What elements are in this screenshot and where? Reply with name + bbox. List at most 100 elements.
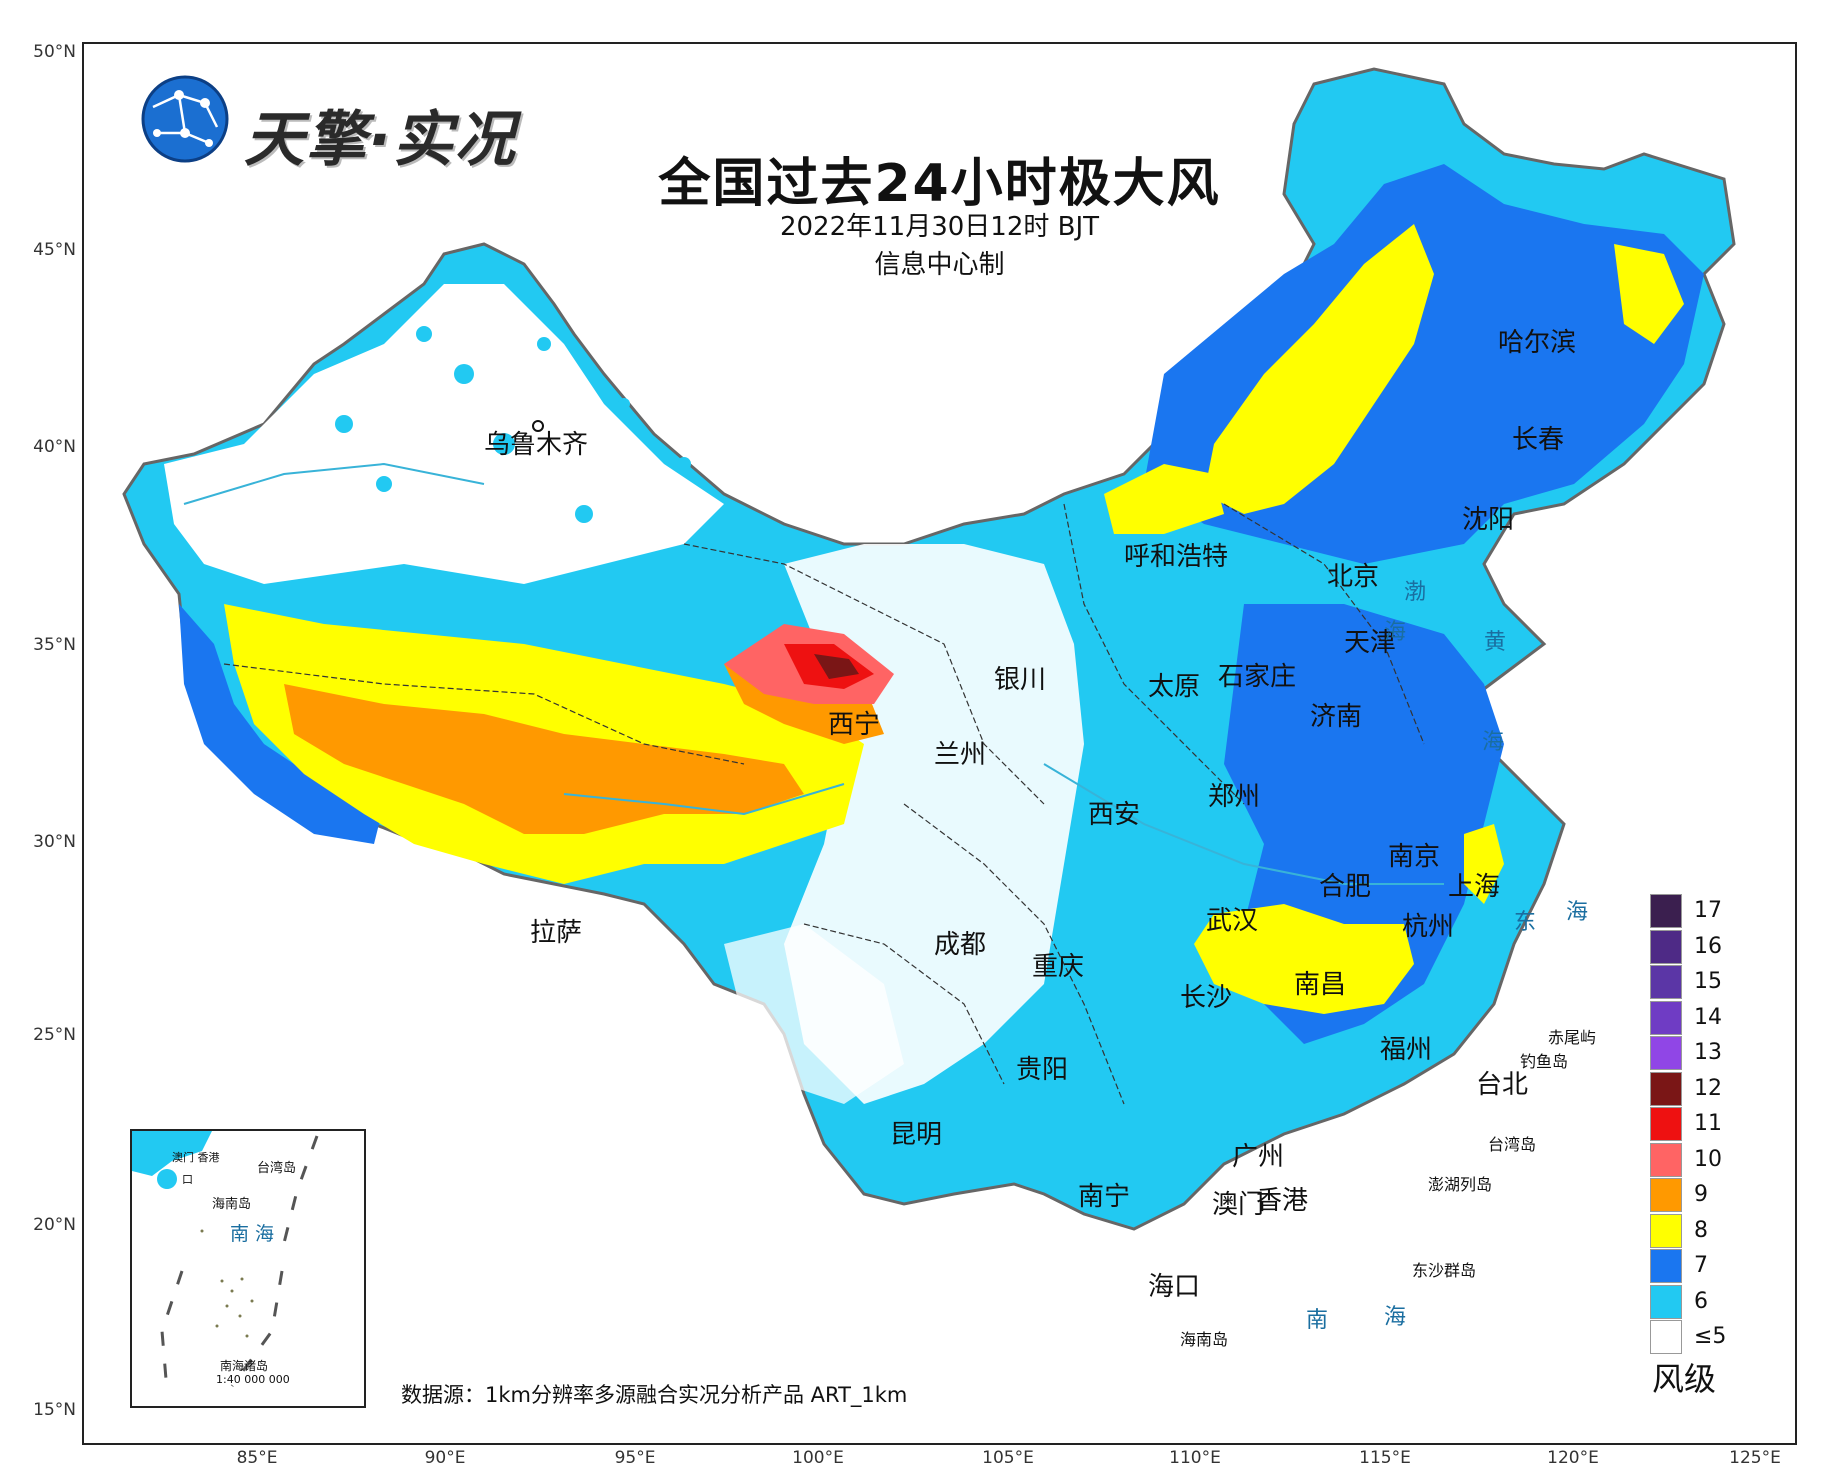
- legend-swatch: [1650, 1071, 1682, 1106]
- city-changchun: 长春: [1512, 425, 1565, 455]
- map-frame: 天擎·实况 全国过去24小时极大风 2022年11月30日12时 BJT 信息中…: [82, 42, 1797, 1445]
- lat-label-15: 15°N: [33, 1400, 76, 1420]
- island-diaoyu: 钓鱼岛: [1520, 1052, 1569, 1071]
- legend-label: 13: [1694, 1040, 1722, 1065]
- legend-swatch: [1650, 965, 1682, 999]
- city-haikou: 海口: [1148, 1272, 1201, 1302]
- legend-title: 风级: [1652, 1360, 1717, 1398]
- city-guiyang: 贵阳: [1016, 1055, 1069, 1085]
- city-tianjin: 天津: [1344, 628, 1397, 658]
- legend-label: ≤5: [1694, 1324, 1727, 1349]
- city-beijing: 北京: [1327, 562, 1380, 592]
- legend-swatch: [1650, 1178, 1682, 1212]
- logo-text: 天擎·实况: [244, 105, 517, 175]
- island-penghu: 澎湖列岛: [1428, 1175, 1493, 1194]
- legend-label: 8: [1694, 1217, 1708, 1243]
- legend-swatch: [1650, 1320, 1682, 1354]
- boundaries: [183, 462, 1444, 1105]
- inset-islands: 南海诸岛: [220, 1359, 269, 1373]
- inner-mongolia-level8: [1104, 464, 1224, 534]
- lat-label-20: 20°N: [33, 1215, 76, 1235]
- sea-nanhai-2: 海: [1384, 1305, 1407, 1330]
- city-taipei: 台北: [1476, 1070, 1529, 1100]
- legend-label: 14: [1694, 1004, 1722, 1030]
- city-nanning: 南宁: [1078, 1182, 1131, 1212]
- city-zhengzhou: 郑州: [1208, 782, 1261, 812]
- legend-swatch: [1650, 1107, 1682, 1141]
- city-harbin: 哈尔滨: [1498, 328, 1577, 358]
- city-hefei: 合肥: [1319, 872, 1372, 902]
- lat-label-40: 40°N: [33, 437, 76, 457]
- inset-map: [132, 1131, 319, 1392]
- legend-label: 7: [1694, 1253, 1708, 1278]
- lon-label-85: 85°E: [236, 1448, 278, 1468]
- legend-swatch: [1650, 1284, 1682, 1319]
- legend-swatch: [1650, 1000, 1682, 1035]
- map-title: 全国过去24小时极大风: [658, 154, 1221, 214]
- city-yinchuan: 银川: [994, 665, 1047, 695]
- legend-label: 15: [1694, 969, 1722, 994]
- sea-huanghai-2: 海: [1482, 730, 1505, 755]
- city-wuhan: 武汉: [1206, 906, 1259, 936]
- shanghai-level8: [1464, 824, 1504, 904]
- legend-swatch: [1650, 1213, 1682, 1248]
- city-hohhot: 呼和浩特: [1124, 542, 1229, 572]
- legend-label: 16: [1694, 933, 1722, 959]
- wind-map: [122, 67, 1736, 1231]
- legend-swatch: [1650, 1249, 1682, 1283]
- sea-donghai-2: 海: [1566, 900, 1589, 925]
- island-chiwei: 赤尾屿: [1548, 1028, 1597, 1047]
- southwest-low-wind: [724, 924, 904, 1104]
- lat-label-25: 25°N: [33, 1025, 76, 1045]
- legend-label: 10: [1694, 1146, 1722, 1172]
- legend-swatch: [1650, 1036, 1682, 1070]
- scattered-dots: [335, 326, 691, 523]
- city-macau: 澳门: [1212, 1190, 1265, 1220]
- sea-nanhai-1: 南: [1306, 1308, 1329, 1333]
- legend-label: 17: [1694, 898, 1722, 923]
- lat-label-45: 45°N: [33, 240, 76, 260]
- city-shenyang: 沈阳: [1462, 505, 1515, 535]
- legend-label: 12: [1694, 1075, 1722, 1101]
- lon-label-90: 90°E: [424, 1448, 466, 1468]
- legend-label: 11: [1694, 1111, 1722, 1136]
- sea-huanghai-1: 黄: [1484, 630, 1507, 655]
- city-kunming: 昆明: [890, 1120, 943, 1150]
- inset-macau-hk: 澳门 香港: [172, 1151, 220, 1164]
- lon-label-95: 95°E: [614, 1448, 656, 1468]
- northeast-level8: [1204, 224, 1434, 514]
- city-shanghai: 上海: [1448, 872, 1501, 902]
- central-level8: [1194, 904, 1414, 1014]
- heilongjiang-level8: [1614, 244, 1684, 344]
- city-guangzhou: 广州: [1232, 1142, 1285, 1172]
- city-shijiazhuang: 石家庄: [1218, 662, 1297, 692]
- lon-label-125: 125°E: [1729, 1448, 1781, 1468]
- west-border-level7: [179, 604, 384, 844]
- city-nanchang: 南昌: [1294, 970, 1347, 1000]
- lat-label-50: 50°N: [33, 42, 76, 62]
- data-source: 数据源：1km分辨率多源融合实况分析产品 ART_1km: [401, 1383, 908, 1407]
- inset-hainan: 海南岛: [212, 1197, 252, 1212]
- inset-haikou: 口: [182, 1173, 193, 1186]
- plateau-level9: [284, 684, 804, 834]
- city-hongkong: 香港: [1256, 1186, 1309, 1216]
- legend-label: 9: [1694, 1182, 1708, 1207]
- inset-taiwan: 台湾岛: [257, 1161, 297, 1176]
- legend-swatch: [1650, 894, 1682, 928]
- city-urumqi: 乌鲁木齐: [484, 430, 589, 460]
- legend-label: 6: [1694, 1288, 1708, 1314]
- sea-bohai-2: 海: [1384, 620, 1407, 645]
- lat-label-35: 35°N: [33, 635, 76, 655]
- lon-label-120: 120°E: [1547, 1448, 1599, 1468]
- lon-label-105: 105°E: [982, 1448, 1034, 1468]
- city-dot: [532, 420, 544, 432]
- city-xian: 西安: [1088, 800, 1141, 830]
- lon-label-110: 110°E: [1169, 1448, 1221, 1468]
- map-subtitle: 2022年11月30日12时 BJT: [779, 212, 1100, 242]
- lon-label-100: 100°E: [792, 1448, 844, 1468]
- city-xining: 西宁: [828, 710, 881, 740]
- city-lhasa: 拉萨: [530, 918, 583, 948]
- legend-swatch: [1650, 929, 1682, 964]
- lon-label-115: 115°E: [1359, 1448, 1411, 1468]
- city-fuzhou: 福州: [1380, 1035, 1433, 1065]
